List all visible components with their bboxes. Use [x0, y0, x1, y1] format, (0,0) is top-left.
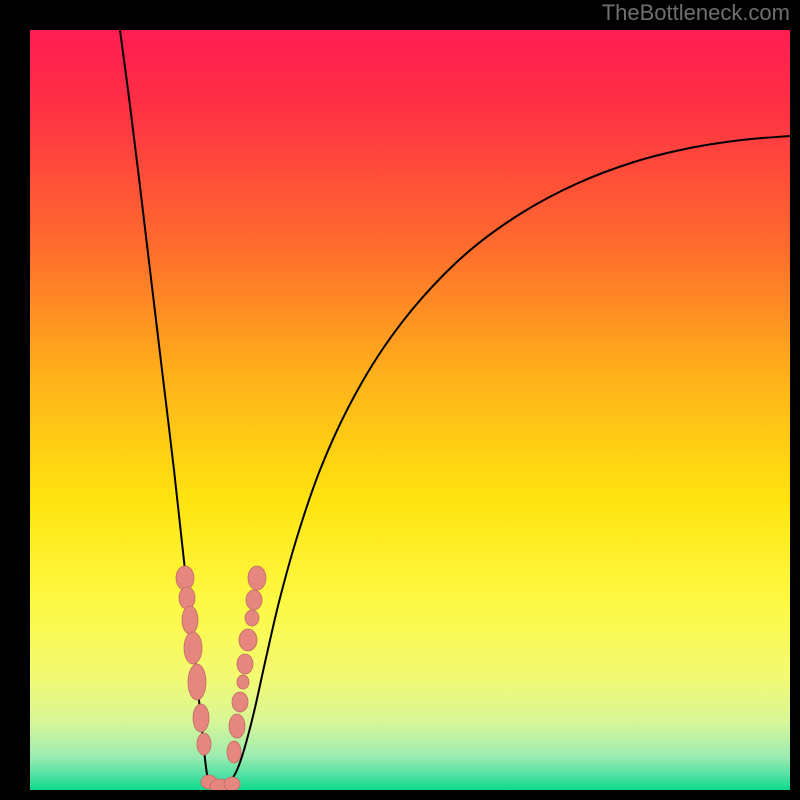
- marker-0-2: [182, 606, 198, 634]
- marker-0-1: [179, 587, 195, 609]
- marker-1-5: [237, 675, 249, 689]
- chart-container: TheBottleneck.com: [0, 0, 800, 800]
- marker-1-4: [237, 654, 253, 674]
- bottleneck-chart: [0, 0, 800, 800]
- marker-0-0: [176, 566, 194, 590]
- marker-1-3: [239, 629, 257, 651]
- marker-1-8: [227, 741, 241, 763]
- marker-1-6: [232, 692, 248, 712]
- plot-background: [30, 30, 790, 790]
- marker-0-5: [193, 704, 209, 732]
- marker-1-2: [245, 610, 259, 626]
- marker-1-1: [246, 590, 262, 610]
- marker-1-7: [229, 714, 245, 738]
- marker-2-2: [224, 777, 240, 791]
- marker-1-0: [248, 566, 266, 590]
- watermark-text: TheBottleneck.com: [602, 0, 790, 26]
- marker-0-4: [188, 664, 206, 700]
- marker-0-6: [197, 733, 211, 755]
- marker-0-3: [184, 632, 202, 664]
